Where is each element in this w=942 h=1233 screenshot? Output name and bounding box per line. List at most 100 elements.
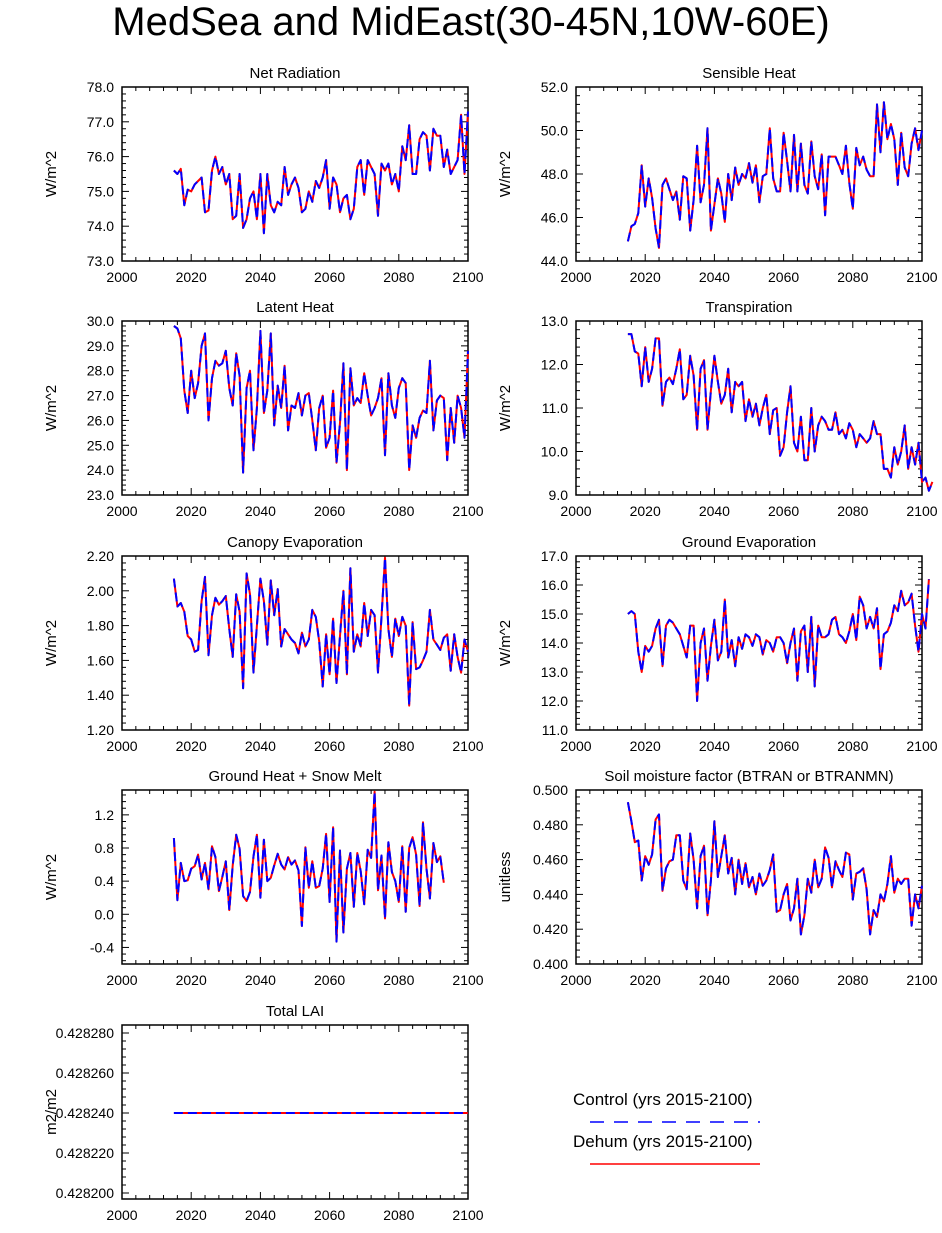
x-tick-label: 2060 [314, 269, 345, 285]
plot-frame [575, 86, 923, 262]
y-axis-label: W/m^2 [43, 620, 60, 666]
y-tick-label: 10.0 [541, 444, 568, 460]
y-tick-label: 0.428260 [56, 1065, 115, 1081]
series-line-control [172, 556, 469, 707]
x-tick-label: 2000 [106, 738, 137, 754]
y-tick-label: 78.0 [87, 79, 114, 95]
x-tick-label: 2040 [245, 738, 276, 754]
x-tick-label: 2100 [452, 269, 483, 285]
plot-frame [575, 555, 923, 731]
x-tick-label: 2040 [699, 503, 730, 519]
y-tick-label: 77.0 [87, 114, 114, 130]
plot-frame [121, 86, 469, 262]
y-tick-label: 0.4 [95, 873, 115, 889]
y-tick-label: 0.428220 [56, 1145, 115, 1161]
y-tick-label: 12.0 [541, 357, 568, 373]
x-tick-label: 2100 [452, 738, 483, 754]
y-tick-label: 1.2 [95, 807, 115, 823]
x-tick-label: 2040 [245, 269, 276, 285]
y-tick-label: 9.0 [549, 487, 569, 503]
panel-6: Ground Evaporation W/m^2 2000 2020 2040 2060 2… [497, 534, 938, 754]
panel-title: Ground Heat + Snow Melt [208, 768, 382, 785]
x-tick-label: 2080 [383, 1207, 414, 1223]
series-line-control [627, 579, 930, 702]
y-tick-label: 13.0 [541, 313, 568, 329]
y-tick-label: 52.0 [541, 79, 568, 95]
x-tick-label: 2080 [383, 503, 414, 519]
y-tick-label: 27.0 [87, 388, 114, 404]
y-tick-label: 76.0 [87, 149, 114, 165]
x-tick-label: 2100 [906, 972, 937, 988]
y-axis-label: W/m^2 [43, 151, 60, 197]
x-tick-label: 2060 [314, 738, 345, 754]
x-tick-label: 2020 [630, 503, 661, 519]
series-line-control [173, 325, 469, 474]
y-tick-label: 0.440 [533, 886, 568, 902]
y-tick-label: 1.40 [87, 687, 114, 703]
panel-title: Latent Heat [256, 299, 334, 316]
legend: Control (yrs 2015-2100) Dehum (yrs 2015-2… [573, 1090, 760, 1165]
y-tick-label: 26.0 [87, 412, 114, 428]
x-tick-label: 2080 [837, 503, 868, 519]
x-tick-label: 2080 [837, 972, 868, 988]
y-tick-label: 15.0 [541, 606, 568, 622]
y-tick-label: 28.0 [87, 363, 114, 379]
y-tick-label: 75.0 [87, 183, 114, 199]
x-tick-label: 2080 [383, 738, 414, 754]
x-tick-label: 2100 [906, 503, 937, 519]
y-tick-label: 14.0 [541, 635, 568, 651]
y-tick-label: 0.8 [95, 840, 115, 856]
y-tick-label: 16.0 [541, 577, 568, 593]
plot-frame [121, 555, 469, 731]
y-axis-label: W/m^2 [497, 151, 514, 197]
x-tick-label: 2040 [699, 269, 730, 285]
y-tick-label: 2.20 [87, 548, 114, 564]
x-tick-label: 2020 [176, 1207, 207, 1223]
y-tick-label: 73.0 [87, 253, 114, 269]
x-tick-label: 2000 [560, 972, 591, 988]
plot-frame [575, 320, 923, 496]
y-tick-label: 0.428280 [56, 1025, 115, 1041]
figure-title: MedSea and MidEast(30-45N,10W-60E) [112, 0, 830, 44]
x-tick-label: 2100 [906, 269, 937, 285]
x-tick-label: 2040 [699, 738, 730, 754]
panel-4: Transpiration W/m^2 2000 2020 2040 2060 2080 21… [497, 299, 938, 519]
panel-title: Ground Evaporation [682, 534, 816, 551]
plot-frame [575, 789, 923, 965]
y-tick-label: 48.0 [541, 166, 568, 182]
x-tick-label: 2060 [314, 1207, 345, 1223]
y-tick-label: 46.0 [541, 210, 568, 226]
y-tick-label: 0.428200 [56, 1185, 115, 1201]
x-tick-label: 2020 [176, 503, 207, 519]
y-tick-label: 13.0 [541, 664, 568, 680]
series-line-control [172, 790, 445, 943]
series-line-control [626, 802, 923, 936]
series-line-control [627, 333, 934, 492]
x-tick-label: 2000 [106, 503, 137, 519]
x-tick-label: 2020 [630, 738, 661, 754]
y-tick-label: 17.0 [541, 548, 568, 564]
y-tick-label: 12.0 [541, 693, 568, 709]
panel-title: Total LAI [266, 1003, 324, 1020]
y-tick-label: 0.500 [533, 782, 568, 798]
y-tick-label: 2.00 [87, 583, 114, 599]
y-tick-label: 0.480 [533, 817, 568, 833]
panel-title: Transpiration [706, 299, 793, 316]
y-tick-label: 74.0 [87, 218, 114, 234]
y-tick-label: 0.460 [533, 852, 568, 868]
y-tick-label: 23.0 [87, 487, 114, 503]
x-tick-label: 2060 [768, 972, 799, 988]
y-axis-label: unitless [497, 852, 514, 903]
x-tick-label: 2020 [176, 269, 207, 285]
x-tick-label: 2080 [837, 269, 868, 285]
y-tick-label: 0.428240 [56, 1105, 115, 1121]
y-tick-label: 29.0 [87, 338, 114, 354]
y-tick-label: 11.0 [542, 400, 568, 416]
panel-5: Canopy Evaporation W/m^2 2000 2020 2040 2060 2… [43, 534, 484, 754]
x-tick-label: 2040 [699, 972, 730, 988]
y-tick-label: 25.0 [87, 437, 114, 453]
x-tick-label: 2100 [452, 503, 483, 519]
panel-title: Sensible Heat [702, 65, 796, 82]
x-tick-label: 2020 [176, 738, 207, 754]
